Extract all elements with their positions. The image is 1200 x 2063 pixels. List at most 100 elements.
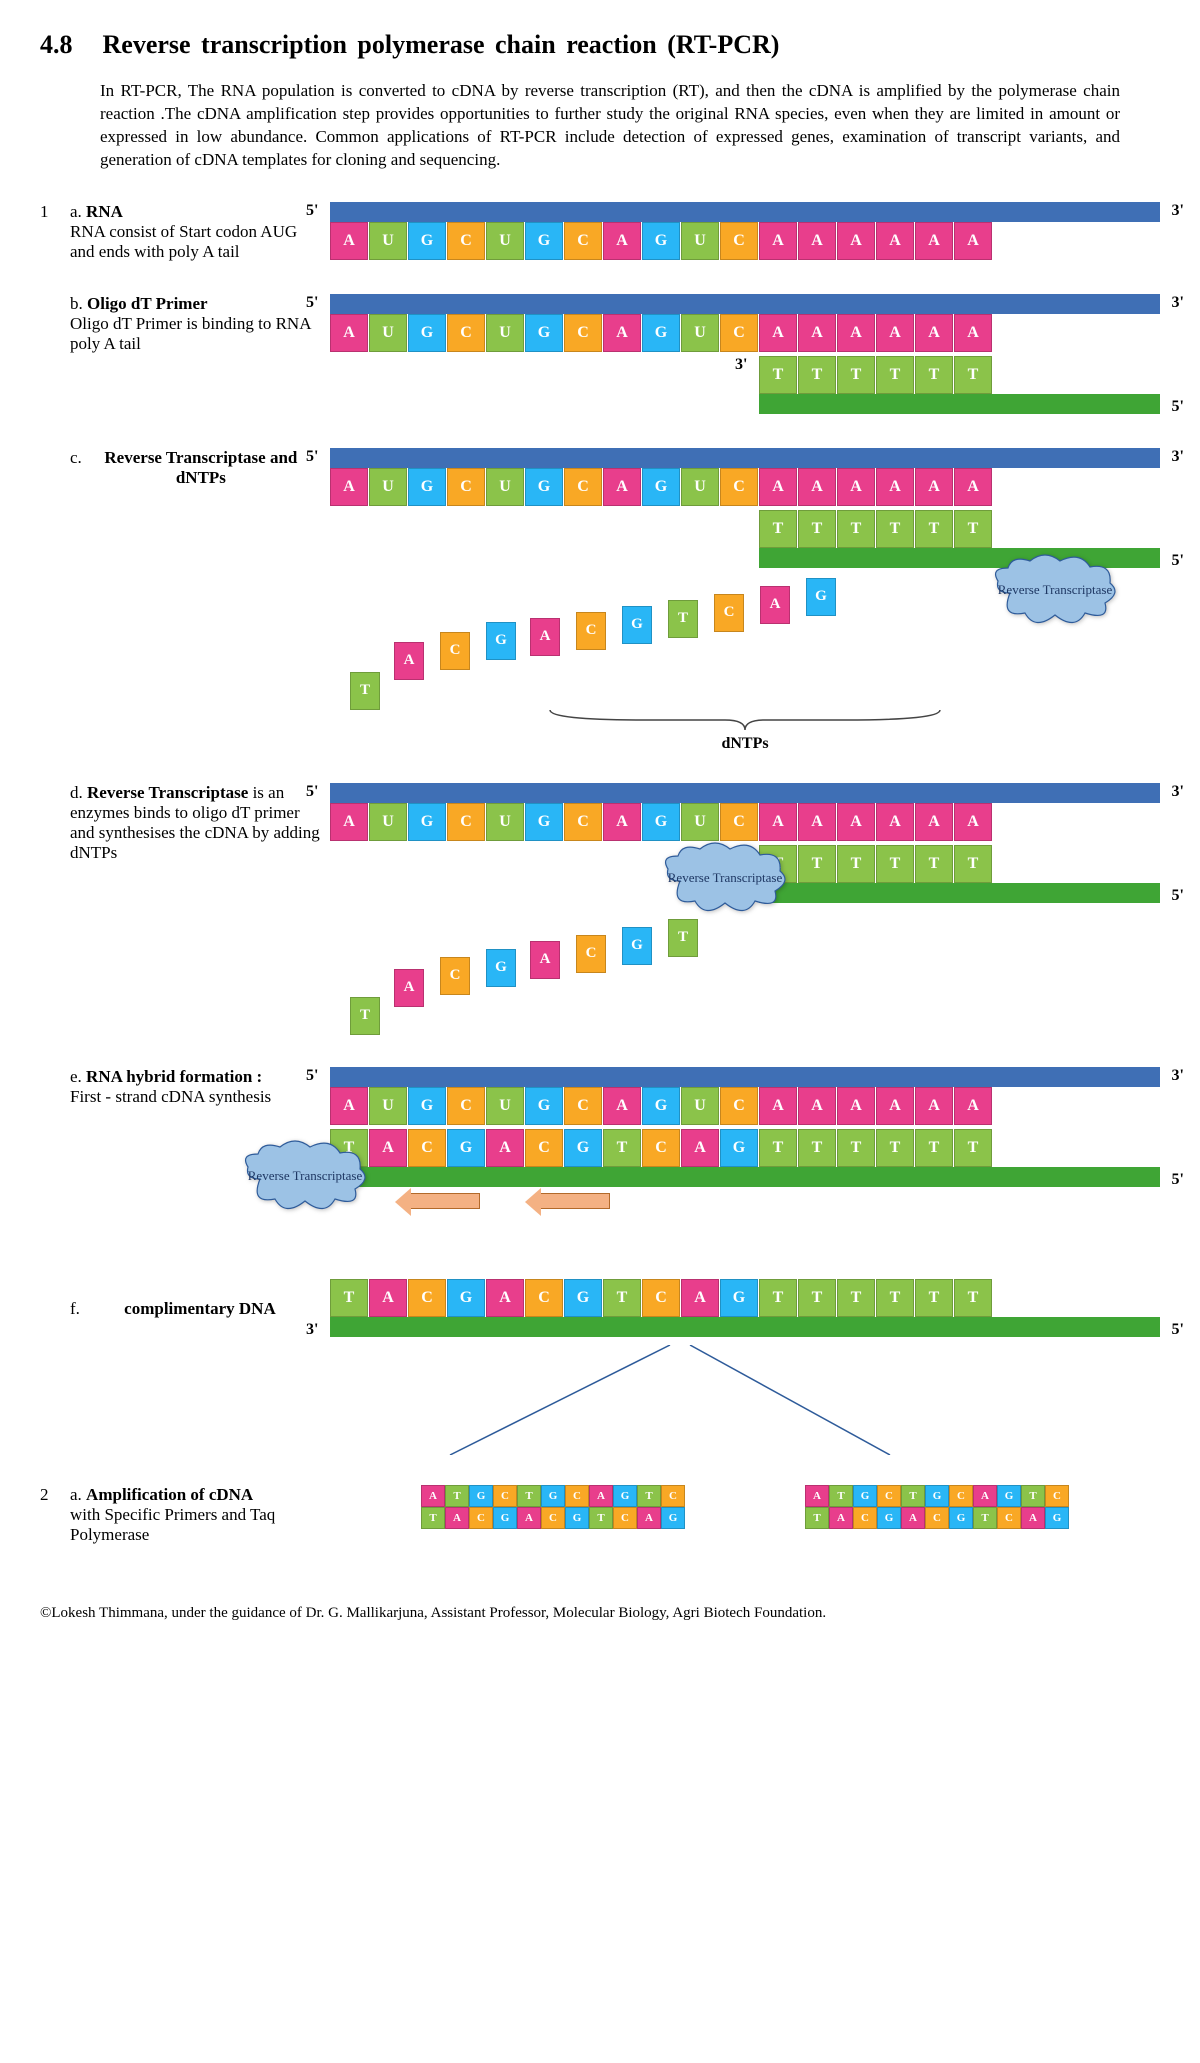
- base-U: U: [681, 222, 719, 260]
- floating-base-C: C: [440, 957, 470, 995]
- ds-base-A: A: [517, 1507, 541, 1529]
- base-A: A: [798, 1087, 836, 1125]
- ds-base-T: T: [1021, 1485, 1045, 1507]
- section-number: 4.8: [40, 30, 73, 60]
- ds-base-A: A: [973, 1485, 997, 1507]
- base-T: T: [876, 1279, 914, 1317]
- ds-base-A: A: [805, 1485, 829, 1507]
- base-A: A: [915, 468, 953, 506]
- ds-base-C: C: [997, 1507, 1021, 1529]
- base-U: U: [369, 222, 407, 260]
- base-G: G: [408, 314, 446, 352]
- base-C: C: [564, 468, 602, 506]
- base-T: T: [798, 1279, 836, 1317]
- base-G: G: [408, 803, 446, 841]
- base-G: G: [525, 1087, 563, 1125]
- base-C: C: [720, 468, 758, 506]
- base-U: U: [486, 222, 524, 260]
- base-A: A: [798, 468, 836, 506]
- base-T: T: [603, 1279, 641, 1317]
- base-C: C: [447, 314, 485, 352]
- diagram-1b: 5' 3' AUGCUGCAGUCAAAAAA 3' 5' TTTTTT: [330, 294, 1160, 418]
- ds-base-C: C: [565, 1485, 589, 1507]
- base-T: T: [798, 356, 836, 394]
- base-C: C: [447, 222, 485, 260]
- base-A: A: [876, 1087, 914, 1125]
- diagram-1d: 5' 3' AUGCUGCAGUCAAAAAA 5' TTTTTT Revers…: [330, 783, 1160, 1027]
- ds-base-G: G: [661, 1507, 685, 1529]
- base-G: G: [642, 1087, 680, 1125]
- base-A: A: [330, 803, 368, 841]
- step-label-1c: c. Reverse Transcriptase and dNTPs: [70, 448, 330, 753]
- base-A: A: [876, 222, 914, 260]
- ds-base-T: T: [517, 1485, 541, 1507]
- base-A: A: [759, 1087, 797, 1125]
- base-A: A: [798, 222, 836, 260]
- step-label-1b: b. Oligo dT Primer Oligo dT Primer is bi…: [70, 294, 330, 418]
- dsdna-copy-2: ATGCTGCAGTC TACGACGTCAG: [805, 1485, 1069, 1529]
- base-C: C: [564, 314, 602, 352]
- ds-base-C: C: [949, 1485, 973, 1507]
- base-U: U: [681, 468, 719, 506]
- base-G: G: [564, 1129, 602, 1167]
- diagram-1f: 3' 5' TACGACGTCAGTTTTTT: [330, 1279, 1160, 1455]
- base-U: U: [369, 1087, 407, 1125]
- base-A: A: [330, 222, 368, 260]
- ds-base-G: G: [925, 1485, 949, 1507]
- ds-base-T: T: [421, 1507, 445, 1529]
- base-A: A: [876, 314, 914, 352]
- section-title: Reverse transcription polymerase chain r…: [103, 30, 780, 60]
- base-C: C: [408, 1279, 446, 1317]
- base-A: A: [876, 803, 914, 841]
- base-C: C: [408, 1129, 446, 1167]
- base-T: T: [915, 510, 953, 548]
- base-U: U: [486, 468, 524, 506]
- step-label-1d: d. Reverse Transcriptase is an enzymes b…: [70, 783, 330, 1027]
- base-U: U: [369, 468, 407, 506]
- direction-arrows: [410, 1193, 1160, 1209]
- base-T: T: [915, 1279, 953, 1317]
- ds-base-G: G: [877, 1507, 901, 1529]
- step-label-1a: a. RNA RNA consist of Start codon AUG an…: [70, 202, 330, 264]
- ds-base-C: C: [1045, 1485, 1069, 1507]
- base-A: A: [915, 1087, 953, 1125]
- step-2a: 2 a. Amplification of cDNA with Specific…: [40, 1485, 1160, 1545]
- base-T: T: [837, 1279, 875, 1317]
- base-A: A: [915, 222, 953, 260]
- base-T: T: [954, 1129, 992, 1167]
- floating-base-C: C: [576, 935, 606, 973]
- base-C: C: [447, 468, 485, 506]
- step-1d: d. Reverse Transcriptase is an enzymes b…: [40, 783, 1160, 1027]
- ds-base-C: C: [541, 1507, 565, 1529]
- base-A: A: [330, 468, 368, 506]
- base-T: T: [915, 356, 953, 394]
- floating-base-C: C: [576, 612, 606, 650]
- base-T: T: [759, 1279, 797, 1317]
- ds-base-T: T: [589, 1507, 613, 1529]
- ds-base-A: A: [1021, 1507, 1045, 1529]
- base-G: G: [564, 1279, 602, 1317]
- ds-base-C: C: [925, 1507, 949, 1529]
- ds-base-C: C: [493, 1485, 517, 1507]
- base-U: U: [486, 1087, 524, 1125]
- ds-base-C: C: [613, 1507, 637, 1529]
- ds-base-A: A: [637, 1507, 661, 1529]
- base-A: A: [603, 222, 641, 260]
- base-T: T: [876, 845, 914, 883]
- step-1f: f. complimentary DNA 3' 5' TACGACGTCAGTT…: [40, 1279, 1160, 1455]
- base-A: A: [954, 803, 992, 841]
- base-G: G: [720, 1129, 758, 1167]
- base-C: C: [447, 803, 485, 841]
- base-C: C: [525, 1279, 563, 1317]
- base-C: C: [564, 222, 602, 260]
- base-C: C: [564, 803, 602, 841]
- base-G: G: [720, 1279, 758, 1317]
- ds-base-T: T: [901, 1485, 925, 1507]
- ds-base-A: A: [829, 1507, 853, 1529]
- dntps-floating-d: TACGACGT: [330, 907, 970, 1027]
- footer-credit: ©Lokesh Thimmana, under the guidance of …: [40, 1605, 1160, 1622]
- base-T: T: [759, 1129, 797, 1167]
- rt-enzyme-cloud-c: Reverse Transcriptase: [990, 553, 1120, 628]
- floating-base-G: G: [486, 622, 516, 660]
- base-T: T: [330, 1279, 368, 1317]
